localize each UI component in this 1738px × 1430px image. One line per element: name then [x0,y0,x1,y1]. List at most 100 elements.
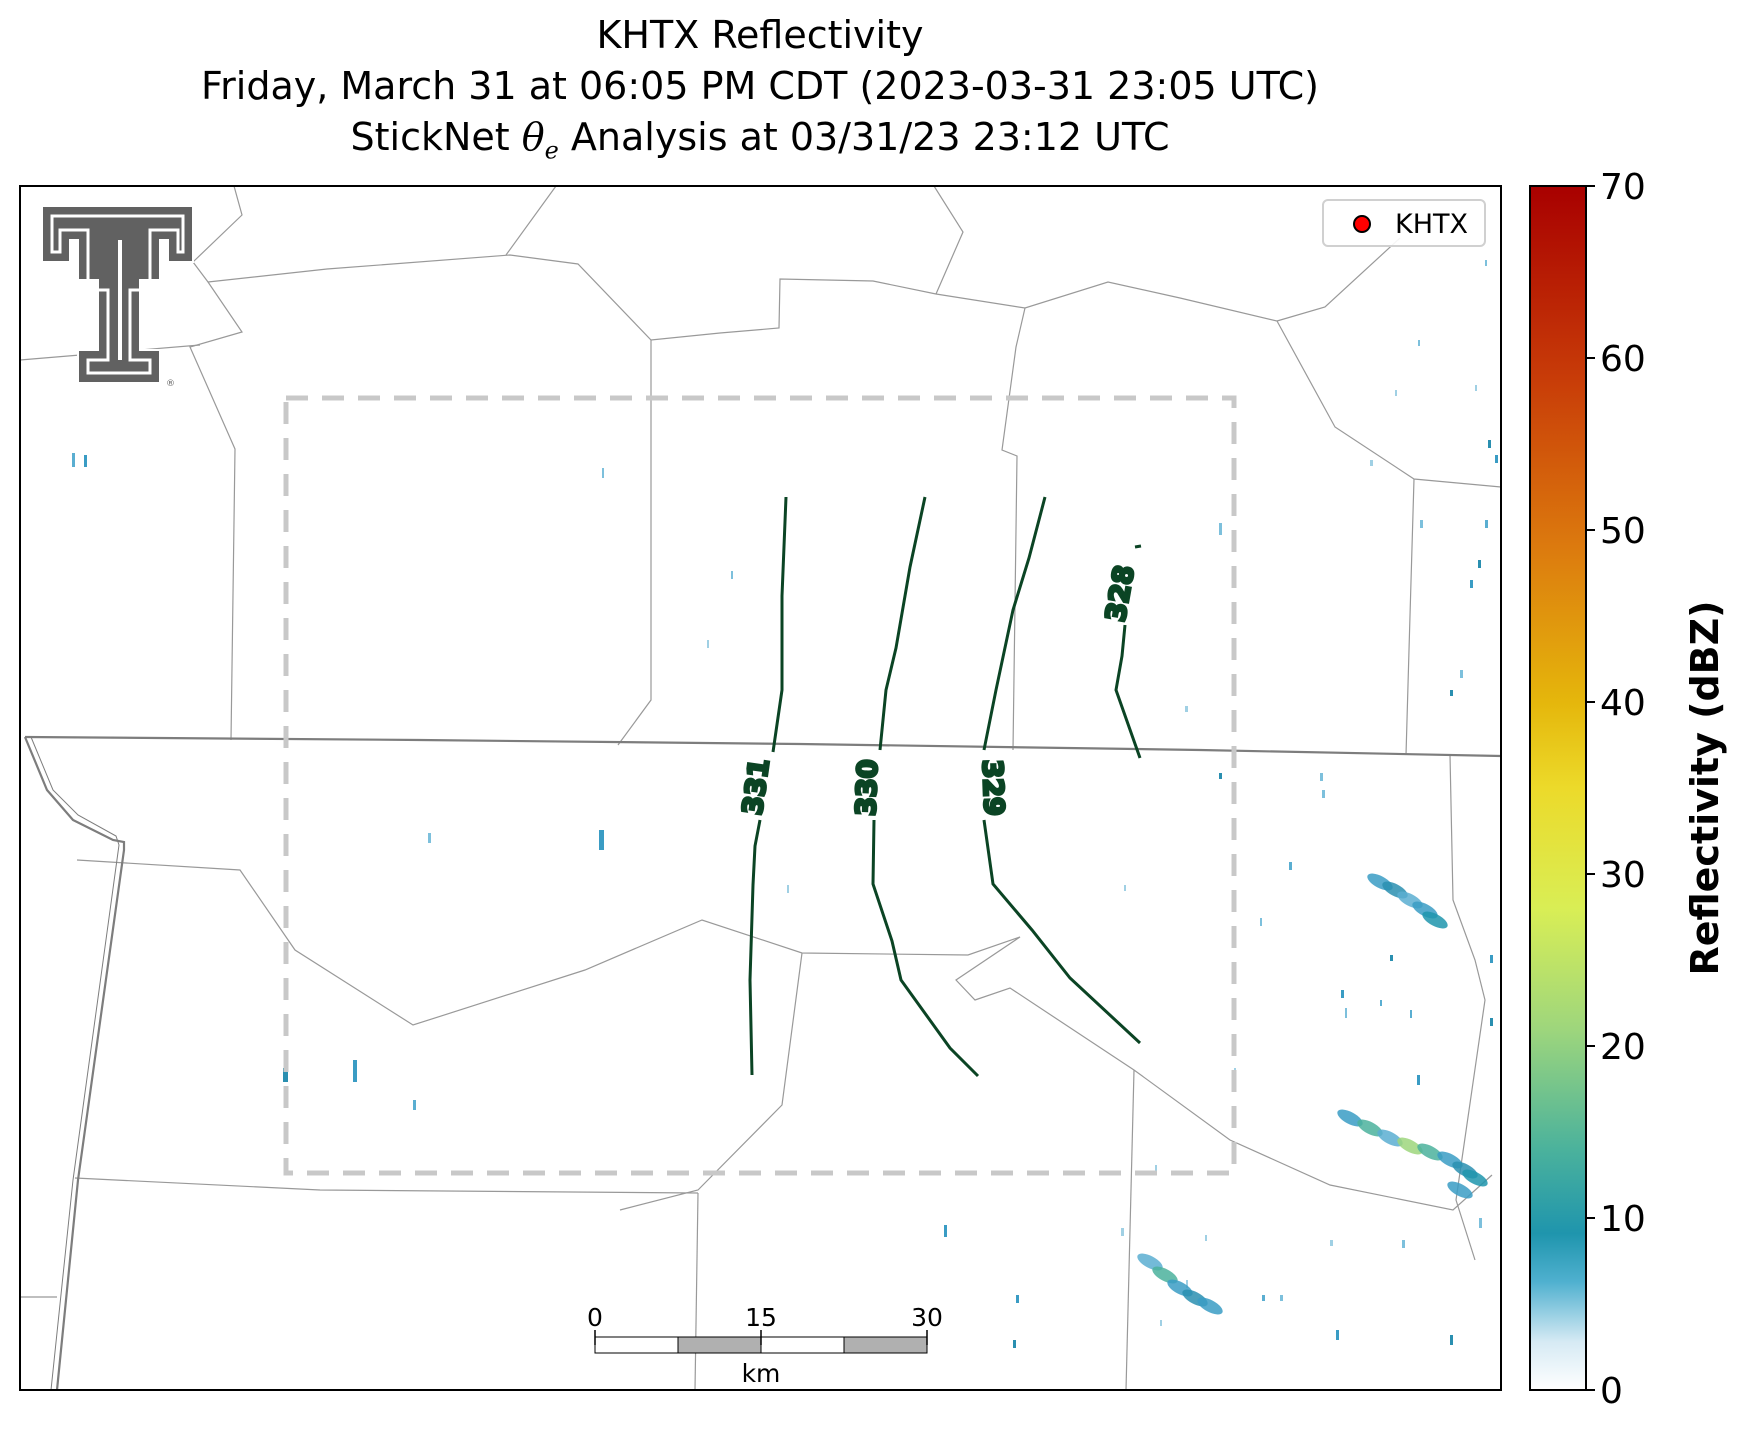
contour-line-330 [878,496,927,751]
map-title: KHTX Reflectivity Friday, March 31 at 06… [0,10,1520,177]
radar-echo [1395,390,1397,396]
radar-echo [1485,260,1487,266]
legend-frame [1322,199,1486,247]
radar-echo [1289,862,1292,870]
radar-echo [1262,1295,1265,1301]
scale-unit: km [742,1359,781,1388]
radar-echo [1479,1218,1482,1228]
radar-echo [1330,1240,1333,1246]
radar-echo [1320,773,1323,781]
county-boundaries [20,186,1501,1390]
radar-echo-band [1137,1253,1163,1271]
radar-echo [1260,918,1262,926]
radar-echo [1341,990,1344,998]
radar-echo [1219,523,1222,535]
radar-echo [1160,1320,1162,1326]
radar-echo [1490,955,1493,963]
radar-echo [1495,455,1498,463]
radar-echo [1417,1075,1420,1085]
map-background [20,186,1501,1390]
colorbar-tick-label: 60 [1600,339,1646,380]
radar-echo [1322,790,1325,798]
legend-station-label: KHTX [1395,209,1468,240]
contour-line-328-upper [1134,544,1142,549]
theta-letter: θ [521,115,545,159]
radar-echo [1490,1018,1493,1026]
contour-line-328 [1114,624,1142,759]
radar-echo [787,885,789,893]
contour-label-329: 329 [976,759,1009,816]
radar-echo [1370,460,1373,466]
radar-echo [1013,1340,1016,1348]
radar-echo [1450,1335,1453,1345]
radar-echo [1336,1330,1339,1340]
title-line-1: KHTX Reflectivity [596,13,924,57]
radar-echo [84,455,87,467]
radar-echo [1450,690,1453,696]
radar-echo-band [1197,1297,1223,1315]
radar-echo [1121,1228,1124,1236]
colorbar-tick-label: 30 [1600,855,1646,896]
radar-echo [1390,955,1393,961]
radar-echo [353,1060,357,1082]
colorbar-label: Reflectivity (dBZ) [1683,600,1727,975]
radar-echo [602,468,604,478]
contour-line-330-lower [871,819,980,1078]
scale-tick-15: 15 [745,1303,777,1332]
radar-echo [1402,1240,1405,1248]
colorbar-tick-label: 10 [1600,1199,1646,1240]
colorbar-tick-label: 0 [1600,1371,1623,1412]
radar-echo [1380,1000,1382,1006]
radar-echo [428,833,431,843]
theta-symbol: θe [521,115,559,165]
radar-echo [1475,385,1477,391]
radar-echo-band [1337,1109,1363,1127]
colorbar: 0 10 20 30 40 50 60 70 Reflectivity (dBZ) [1529,167,1727,1412]
theta-e-contours: 331 330 329 328 [736,496,1142,1078]
scale-tick-0: 0 [587,1303,603,1332]
radar-echo-band [1152,1266,1178,1284]
radar-echo [1478,560,1481,568]
contour-line-329 [982,496,1047,751]
radar-reflectivity [72,260,1501,1348]
radar-echo [1124,885,1126,891]
radar-echo [1488,440,1491,448]
colorbar-tick-label: 20 [1600,1027,1646,1068]
radar-echo [1460,670,1463,678]
texas-tech-logo: ® [41,205,194,389]
theta-subscript: e [544,136,559,165]
radar-echo [944,1225,947,1237]
contour-line-329-lower [982,819,1142,1045]
radar-echo [1420,520,1423,528]
radar-echo [1205,1235,1207,1241]
legend-box: KHTX [1322,199,1486,247]
contour-label-330: 330 [851,759,884,816]
map-area: 331 330 329 328 [20,186,1501,1390]
map-frame [19,185,1502,1391]
analysis-domain-box [283,395,1237,1176]
radar-echo-band [1377,1129,1403,1147]
radar-echo-band [1422,911,1448,929]
contour-line-331-lower [748,819,762,1076]
radar-echo-band [1447,1181,1473,1199]
station-marker-icon [1353,215,1371,233]
radar-echo-band [1397,1137,1423,1155]
radar-echo [413,1100,416,1110]
radar-echo-band [1462,1169,1488,1187]
radar-echo-band [1357,1119,1383,1137]
radar-echo [707,640,709,648]
title-line-3-suffix: Analysis at 03/31/23 23:12 UTC [558,115,1170,159]
radar-echo [1219,773,1222,779]
radar-echo [1185,706,1188,712]
contour-line-331 [771,496,788,753]
radar-echo [1186,1280,1188,1288]
radar-echo [1410,1010,1412,1018]
radar-echo-band [1417,1143,1443,1161]
colorbar-gradient [1529,185,1587,1391]
title-line-3-prefix: StickNet [350,115,522,159]
title-line-2: Friday, March 31 at 06:05 PM CDT (2023-0… [201,64,1319,108]
radar-echo [1470,580,1473,588]
radar-echo [1155,1165,1157,1173]
scale-bar: 0 15 30 km [587,1303,943,1388]
